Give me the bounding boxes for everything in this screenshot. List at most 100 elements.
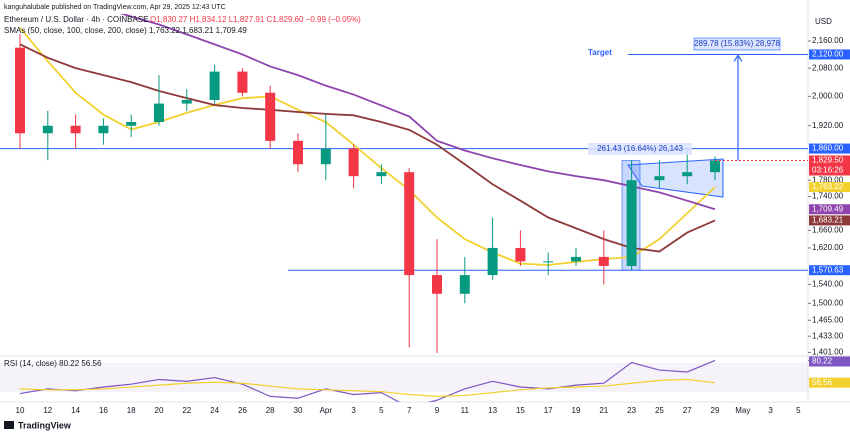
candle-body — [154, 103, 164, 122]
level-label: 2,120.00 — [812, 50, 844, 59]
value-label: 1,709.49 — [812, 204, 844, 213]
y-tick-label: 1,540.00 — [812, 279, 844, 288]
indicator-line — [119, 14, 716, 211]
rsi-value-box — [809, 356, 850, 367]
candle-body — [15, 47, 25, 134]
value-label: 1,763.22 — [812, 182, 844, 191]
level-label-box — [809, 49, 850, 60]
measure-box — [693, 37, 781, 51]
candle-body — [404, 172, 415, 276]
x-tick-label: 25 — [655, 406, 664, 415]
candle-body — [209, 71, 220, 100]
candle-body — [710, 160, 720, 173]
y-tick-label: 1,620.00 — [812, 243, 844, 252]
y-tick-label: 2,000.00 — [812, 91, 844, 100]
flag-channel — [627, 158, 724, 198]
candle-body — [42, 125, 53, 134]
candle-body — [682, 172, 693, 177]
candle-body — [571, 256, 581, 262]
x-tick-label: 7 — [407, 406, 412, 415]
x-tick-label: 15 — [516, 406, 525, 415]
x-tick-label: 3 — [351, 406, 356, 415]
x-tick-label: 28 — [266, 406, 275, 415]
x-tick-label: May — [735, 406, 750, 415]
candle-body — [515, 247, 526, 262]
candle-body — [348, 148, 359, 177]
candle-body — [181, 99, 192, 104]
x-tick-label: 21 — [599, 406, 608, 415]
x-tick-label: 12 — [43, 406, 52, 415]
x-tick-label: 5 — [796, 406, 801, 415]
x-tick-label: 14 — [71, 406, 80, 415]
indicator-line — [19, 359, 716, 402]
y-tick-label: 1,920.00 — [812, 121, 844, 130]
y-tick-label: 1,465.00 — [812, 315, 844, 324]
candle-body — [598, 256, 609, 266]
chart-title: Ethereum / U.S. Dollar · 4h · COINBASE — [4, 15, 149, 24]
x-tick-label: Apr — [320, 406, 333, 415]
candle-body — [320, 148, 331, 165]
candle-body — [237, 71, 248, 93]
plot-area — [0, 14, 808, 353]
candle-body — [487, 247, 498, 276]
x-tick-label: 11 — [461, 406, 470, 415]
x-tick-label: 5 — [379, 406, 384, 415]
candle-body — [626, 180, 637, 266]
value-label-box — [809, 204, 850, 215]
x-tick-label: 27 — [683, 406, 692, 415]
level-label-box — [809, 143, 850, 154]
x-tick-label: 22 — [182, 406, 191, 415]
currency: USD — [815, 17, 832, 26]
ohlc-text: O1,830.27 H1,834.12 L1,827.91 C1,829.60 … — [150, 15, 361, 24]
y-tick-label: 1,401.00 — [812, 348, 844, 357]
candle-body — [70, 125, 81, 134]
y-tick-label: 1,433.00 — [812, 331, 844, 340]
publisher: kanguhalubale published on TradingView.c… — [4, 4, 226, 11]
current-price-box — [809, 155, 850, 176]
indicator-line — [19, 43, 716, 253]
y-tick-label: 2,080.00 — [812, 63, 844, 72]
y-tick-label: 1,780.00 — [812, 175, 844, 184]
x-tick-label: 19 — [572, 406, 581, 415]
y-tick-label: 1,660.00 — [812, 226, 844, 235]
x-tick-label: 23 — [627, 406, 636, 415]
x-tick-label: 9 — [435, 406, 440, 415]
y-tick-label: 1,500.00 — [812, 298, 844, 307]
x-tick-label: 16 — [99, 406, 108, 415]
candle-body — [543, 261, 554, 263]
current-price-label: 1,829.50 — [812, 156, 844, 165]
indicator-line — [19, 378, 716, 397]
x-tick-label: 10 — [16, 406, 25, 415]
rsi-value-label: 56.56 — [812, 378, 833, 387]
y-tick-label: 1,740.00 — [812, 192, 844, 201]
indicator-text: SMAs (50, close, 100, close, 200, close)… — [4, 26, 247, 35]
logo-mark — [4, 421, 14, 429]
value-label: 1,683.21 — [812, 216, 844, 225]
measure-label: 261.43 (16.64%) 26,143 — [597, 144, 683, 153]
level-label: 1,860.00 — [812, 144, 844, 153]
rsi-pane — [19, 359, 716, 402]
target-label: Target — [588, 48, 612, 57]
measure-box — [588, 143, 692, 155]
rsi-title: RSI (14, close) 80.22 56.56 — [4, 359, 102, 368]
level-label: 1,570.63 — [812, 265, 844, 274]
candle-body — [459, 275, 470, 294]
rsi-value-box — [809, 377, 850, 388]
candle-body — [293, 140, 303, 165]
x-tick-label: 18 — [127, 406, 136, 415]
x-tick-label: 17 — [544, 406, 553, 415]
x-tick-label: 29 — [711, 406, 720, 415]
candle-body — [654, 176, 665, 181]
y-tick-label: 2,160.00 — [812, 36, 844, 45]
rsi-value-label: 80.22 — [812, 357, 833, 366]
value-label-box — [809, 182, 850, 193]
x-tick-label: 30 — [294, 406, 303, 415]
candle-body — [265, 92, 276, 141]
level-label-box — [809, 265, 850, 276]
candle-body — [376, 172, 387, 177]
target-arrow-head — [733, 54, 743, 62]
footer: TradingView — [18, 420, 72, 430]
candle-body — [98, 125, 109, 134]
value-label-box — [809, 215, 850, 226]
countdown-label: 03:16:26 — [812, 166, 844, 175]
